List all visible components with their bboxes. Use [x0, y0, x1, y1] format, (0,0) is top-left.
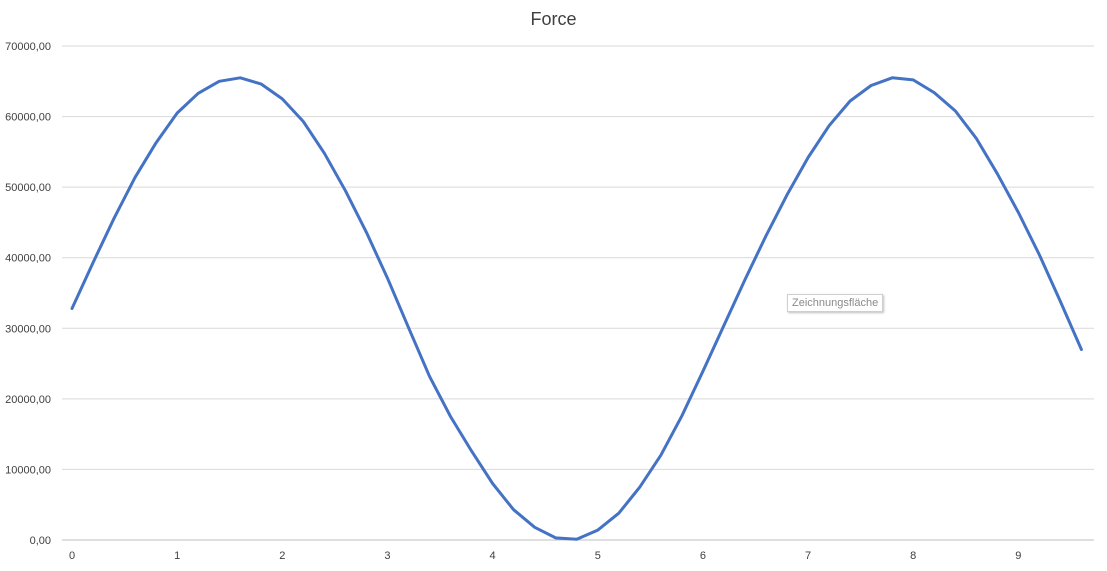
chart-title: Force — [530, 9, 577, 29]
y-tick-label: 50000,00 — [5, 182, 51, 194]
y-tick-label: 70000,00 — [5, 41, 51, 53]
gridlines — [62, 45, 1094, 541]
x-tick-label: 4 — [490, 550, 496, 562]
y-tick-label: 30000,00 — [5, 323, 51, 335]
series-group — [70, 76, 1083, 541]
x-tick-label: 0 — [69, 550, 75, 562]
y-axis-tick-labels: 0,00 10000,00 20000,00 30000,00 40000,00 5000… — [5, 41, 51, 547]
y-tick-label: 40000,00 — [5, 253, 51, 265]
x-tick-label: 1 — [174, 550, 180, 562]
x-tick-label: 5 — [595, 550, 601, 562]
y-tick-label: 10000,00 — [5, 464, 51, 476]
y-tick-label: 0,00 — [30, 535, 51, 547]
x-tick-label: 2 — [279, 550, 285, 562]
plot-area-tooltip: Zeichnungsfläche — [787, 294, 884, 312]
x-tick-label: 7 — [805, 550, 811, 562]
series-line[interactable] — [70, 76, 1083, 541]
x-axis-tick-labels: 0 1 2 3 4 5 6 7 8 9 — [69, 550, 1021, 562]
x-tick-label: 8 — [910, 550, 916, 562]
y-tick-label: 60000,00 — [5, 112, 51, 124]
y-tick-label: 20000,00 — [5, 394, 51, 406]
x-tick-label: 6 — [700, 550, 706, 562]
x-tick-label: 3 — [384, 550, 390, 562]
x-tick-label: 9 — [1015, 550, 1021, 562]
